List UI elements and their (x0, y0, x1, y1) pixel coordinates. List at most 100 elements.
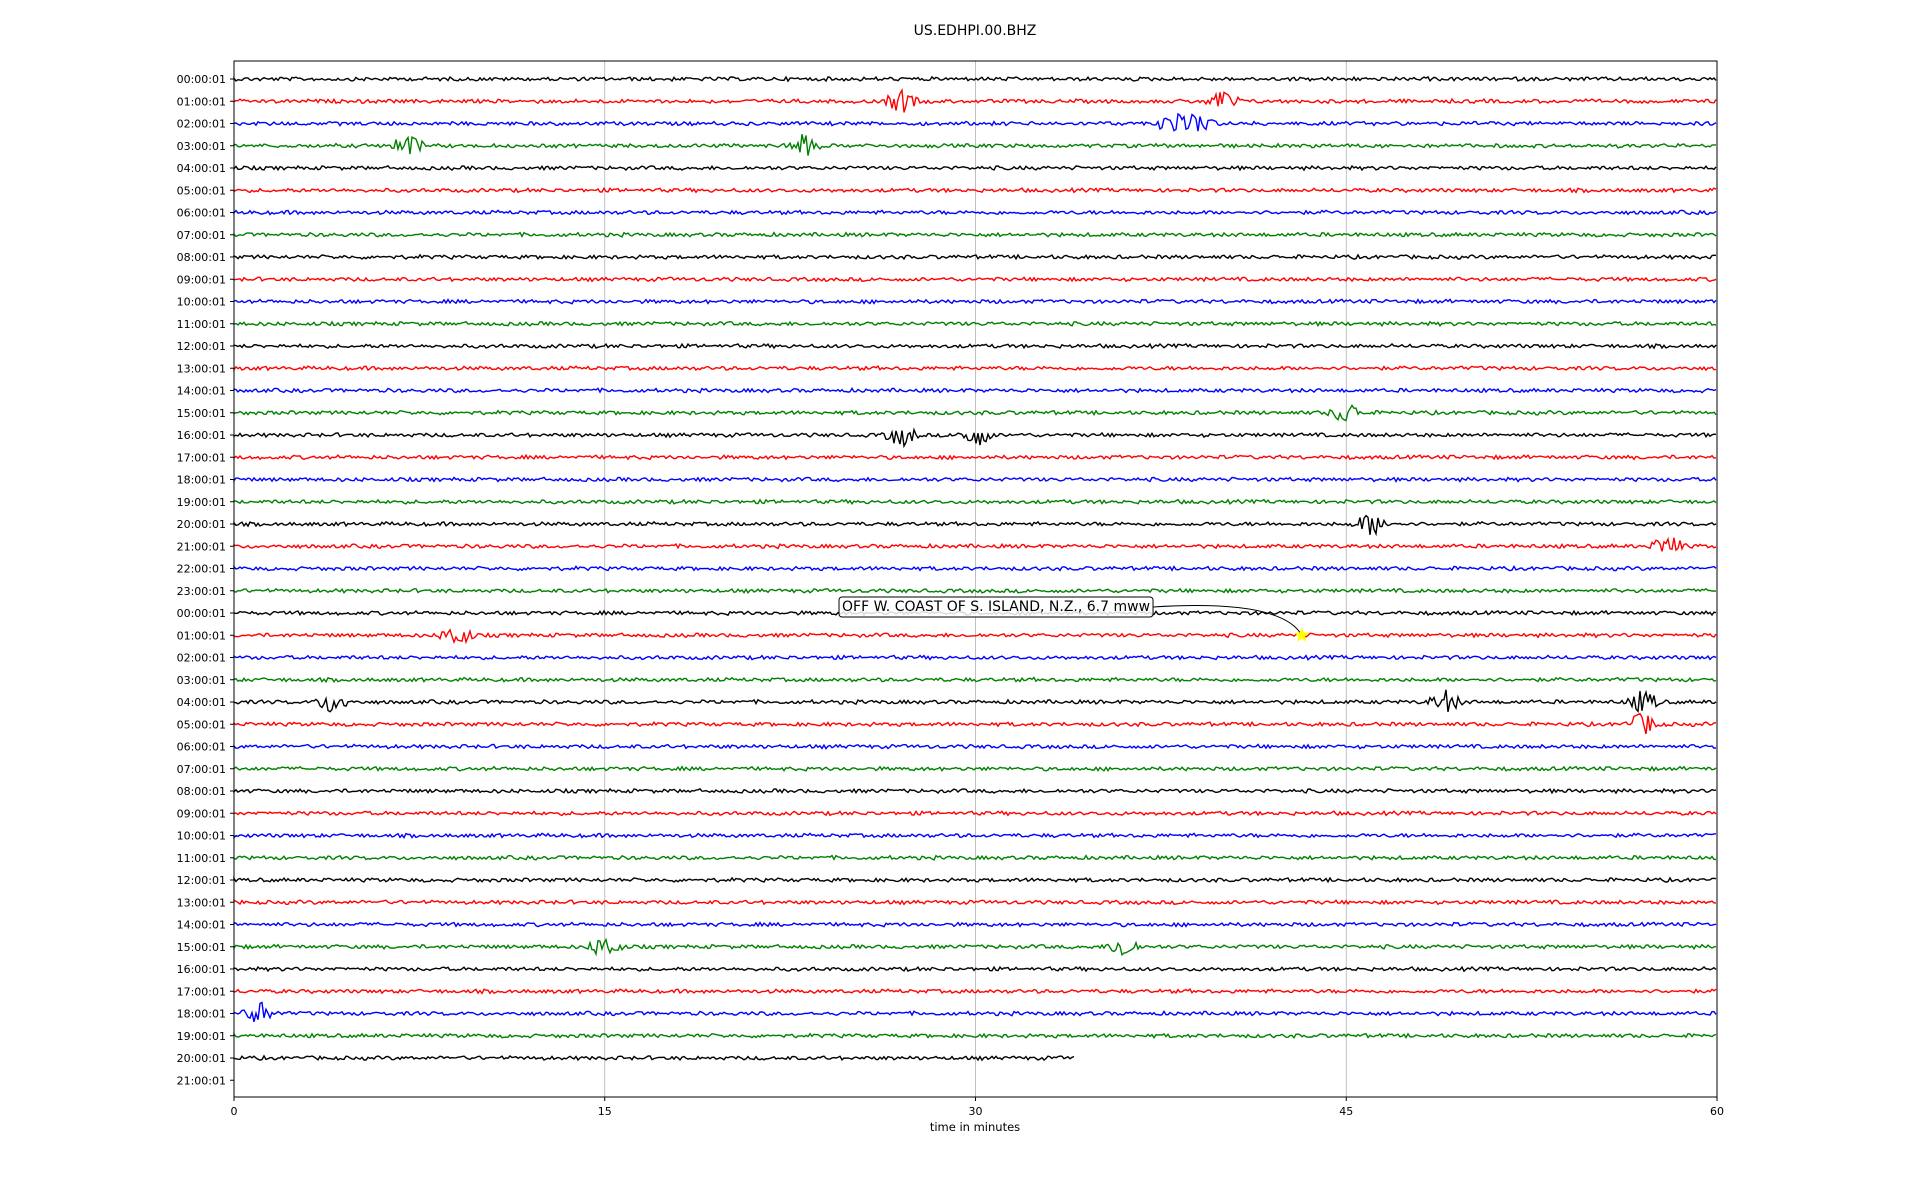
trace-line (233, 253, 1717, 261)
row-label: 06:00:01 (177, 207, 226, 220)
row-label: 18:00:01 (177, 1008, 226, 1021)
trace-line (233, 342, 1717, 350)
x-tick-label: 0 (231, 1105, 238, 1118)
row-label: 04:00:01 (177, 696, 226, 709)
trace-line (233, 498, 1717, 506)
trace-line (233, 427, 1717, 449)
trace-line (233, 899, 1716, 906)
trace-line (233, 875, 1717, 884)
trace-line (233, 88, 1717, 113)
trace-line (233, 514, 1717, 537)
row-label: 17:00:01 (177, 451, 226, 464)
row-label: 19:00:01 (177, 496, 226, 509)
trace-line (233, 689, 1717, 713)
x-tick-label: 30 (969, 1105, 983, 1118)
trace-line (233, 832, 1717, 840)
trace-line (233, 628, 1717, 645)
row-label: 10:00:01 (177, 830, 226, 843)
trace-line (233, 676, 1717, 684)
trace-line (233, 276, 1717, 283)
row-label: 16:00:01 (177, 429, 226, 442)
row-label: 09:00:01 (177, 807, 226, 820)
event-annotation: OFF W. COAST OF S. ISLAND, N.Z., 6.7 mww (838, 596, 1310, 642)
plot-frame (233, 60, 1718, 1098)
trace-line (233, 134, 1716, 156)
trace-line (233, 209, 1717, 216)
row-label: 17:00:01 (177, 985, 226, 998)
x-tick-group: 0 15 30 45 60 (231, 1097, 1724, 1118)
trace-line (233, 937, 1717, 957)
row-label: 07:00:01 (177, 763, 226, 776)
event-arrow (1152, 605, 1303, 636)
trace-line (233, 536, 1717, 552)
trace-line (233, 765, 1717, 773)
trace-line (233, 112, 1717, 132)
row-label: 02:00:01 (177, 652, 226, 665)
row-label: 23:00:01 (177, 585, 226, 598)
trace-line (233, 365, 1717, 373)
trace-line (233, 809, 1717, 817)
row-label: 14:00:01 (177, 385, 226, 398)
trace-line (233, 186, 1717, 194)
row-label: 22:00:01 (177, 563, 226, 576)
trace-line (233, 988, 1717, 995)
row-label: 03:00:01 (177, 140, 226, 153)
row-label: 08:00:01 (177, 785, 226, 798)
trace-line (233, 743, 1717, 750)
trace-line (233, 298, 1717, 305)
row-label: 06:00:01 (177, 741, 226, 754)
row-label: 09:00:01 (177, 273, 226, 286)
trace-line (233, 587, 1717, 595)
row-label: 05:00:01 (177, 184, 226, 197)
row-label: 15:00:01 (177, 941, 226, 954)
trace-line (233, 476, 1717, 483)
row-label: 15:00:01 (177, 407, 226, 420)
trace-line (233, 712, 1717, 735)
row-label: 12:00:01 (177, 340, 226, 353)
trace-line (233, 1054, 1075, 1062)
row-label: 00:00:01 (177, 73, 226, 86)
row-label-group: 00:00:01 01:00:01 02:00:01 03:00:01 04:00:01… (177, 73, 234, 1087)
x-axis-label: time in minutes (930, 1120, 1020, 1134)
row-label: 20:00:01 (177, 518, 226, 531)
trace-line (233, 231, 1717, 238)
row-label: 14:00:01 (177, 919, 226, 932)
trace-line (233, 654, 1717, 661)
trace-line (233, 320, 1717, 328)
grid-lines (604, 61, 1347, 1097)
row-label: 03:00:01 (177, 674, 226, 687)
row-label: 11:00:01 (177, 318, 226, 331)
x-tick-label: 45 (1339, 1105, 1353, 1118)
row-label: 18:00:01 (177, 474, 226, 487)
row-label: 10:00:01 (177, 296, 226, 309)
trace-line (233, 787, 1717, 795)
trace-line (233, 453, 1717, 461)
row-label: 01:00:01 (177, 629, 226, 642)
trace-line (233, 965, 1717, 973)
row-label: 13:00:01 (177, 896, 226, 909)
row-label: 01:00:01 (177, 95, 226, 108)
trace-line (233, 564, 1717, 572)
row-label: 05:00:01 (177, 718, 226, 731)
row-label: 16:00:01 (177, 963, 226, 976)
event-label-box (838, 596, 1154, 618)
trace-line (233, 1032, 1717, 1040)
trace-line (233, 75, 1717, 83)
trace-line (233, 1001, 1717, 1022)
trace-line (233, 921, 1717, 928)
row-label: 02:00:01 (177, 118, 226, 131)
trace-line (233, 404, 1717, 422)
row-label: 04:00:01 (177, 162, 226, 175)
x-tick-label: 60 (1710, 1105, 1724, 1118)
event-star-marker (1294, 627, 1310, 642)
row-label: 00:00:01 (177, 607, 226, 620)
row-label: 12:00:01 (177, 874, 226, 887)
row-label: 13:00:01 (177, 362, 226, 375)
chart-title: US.EDHPI.00.BHZ (914, 23, 1037, 39)
row-label: 07:00:01 (177, 229, 226, 242)
event-label: OFF W. COAST OF S. ISLAND, N.Z., 6.7 mww (842, 599, 1150, 615)
row-label: 20:00:01 (177, 1052, 226, 1065)
row-label: 21:00:01 (177, 1074, 226, 1087)
trace-line (233, 387, 1717, 394)
